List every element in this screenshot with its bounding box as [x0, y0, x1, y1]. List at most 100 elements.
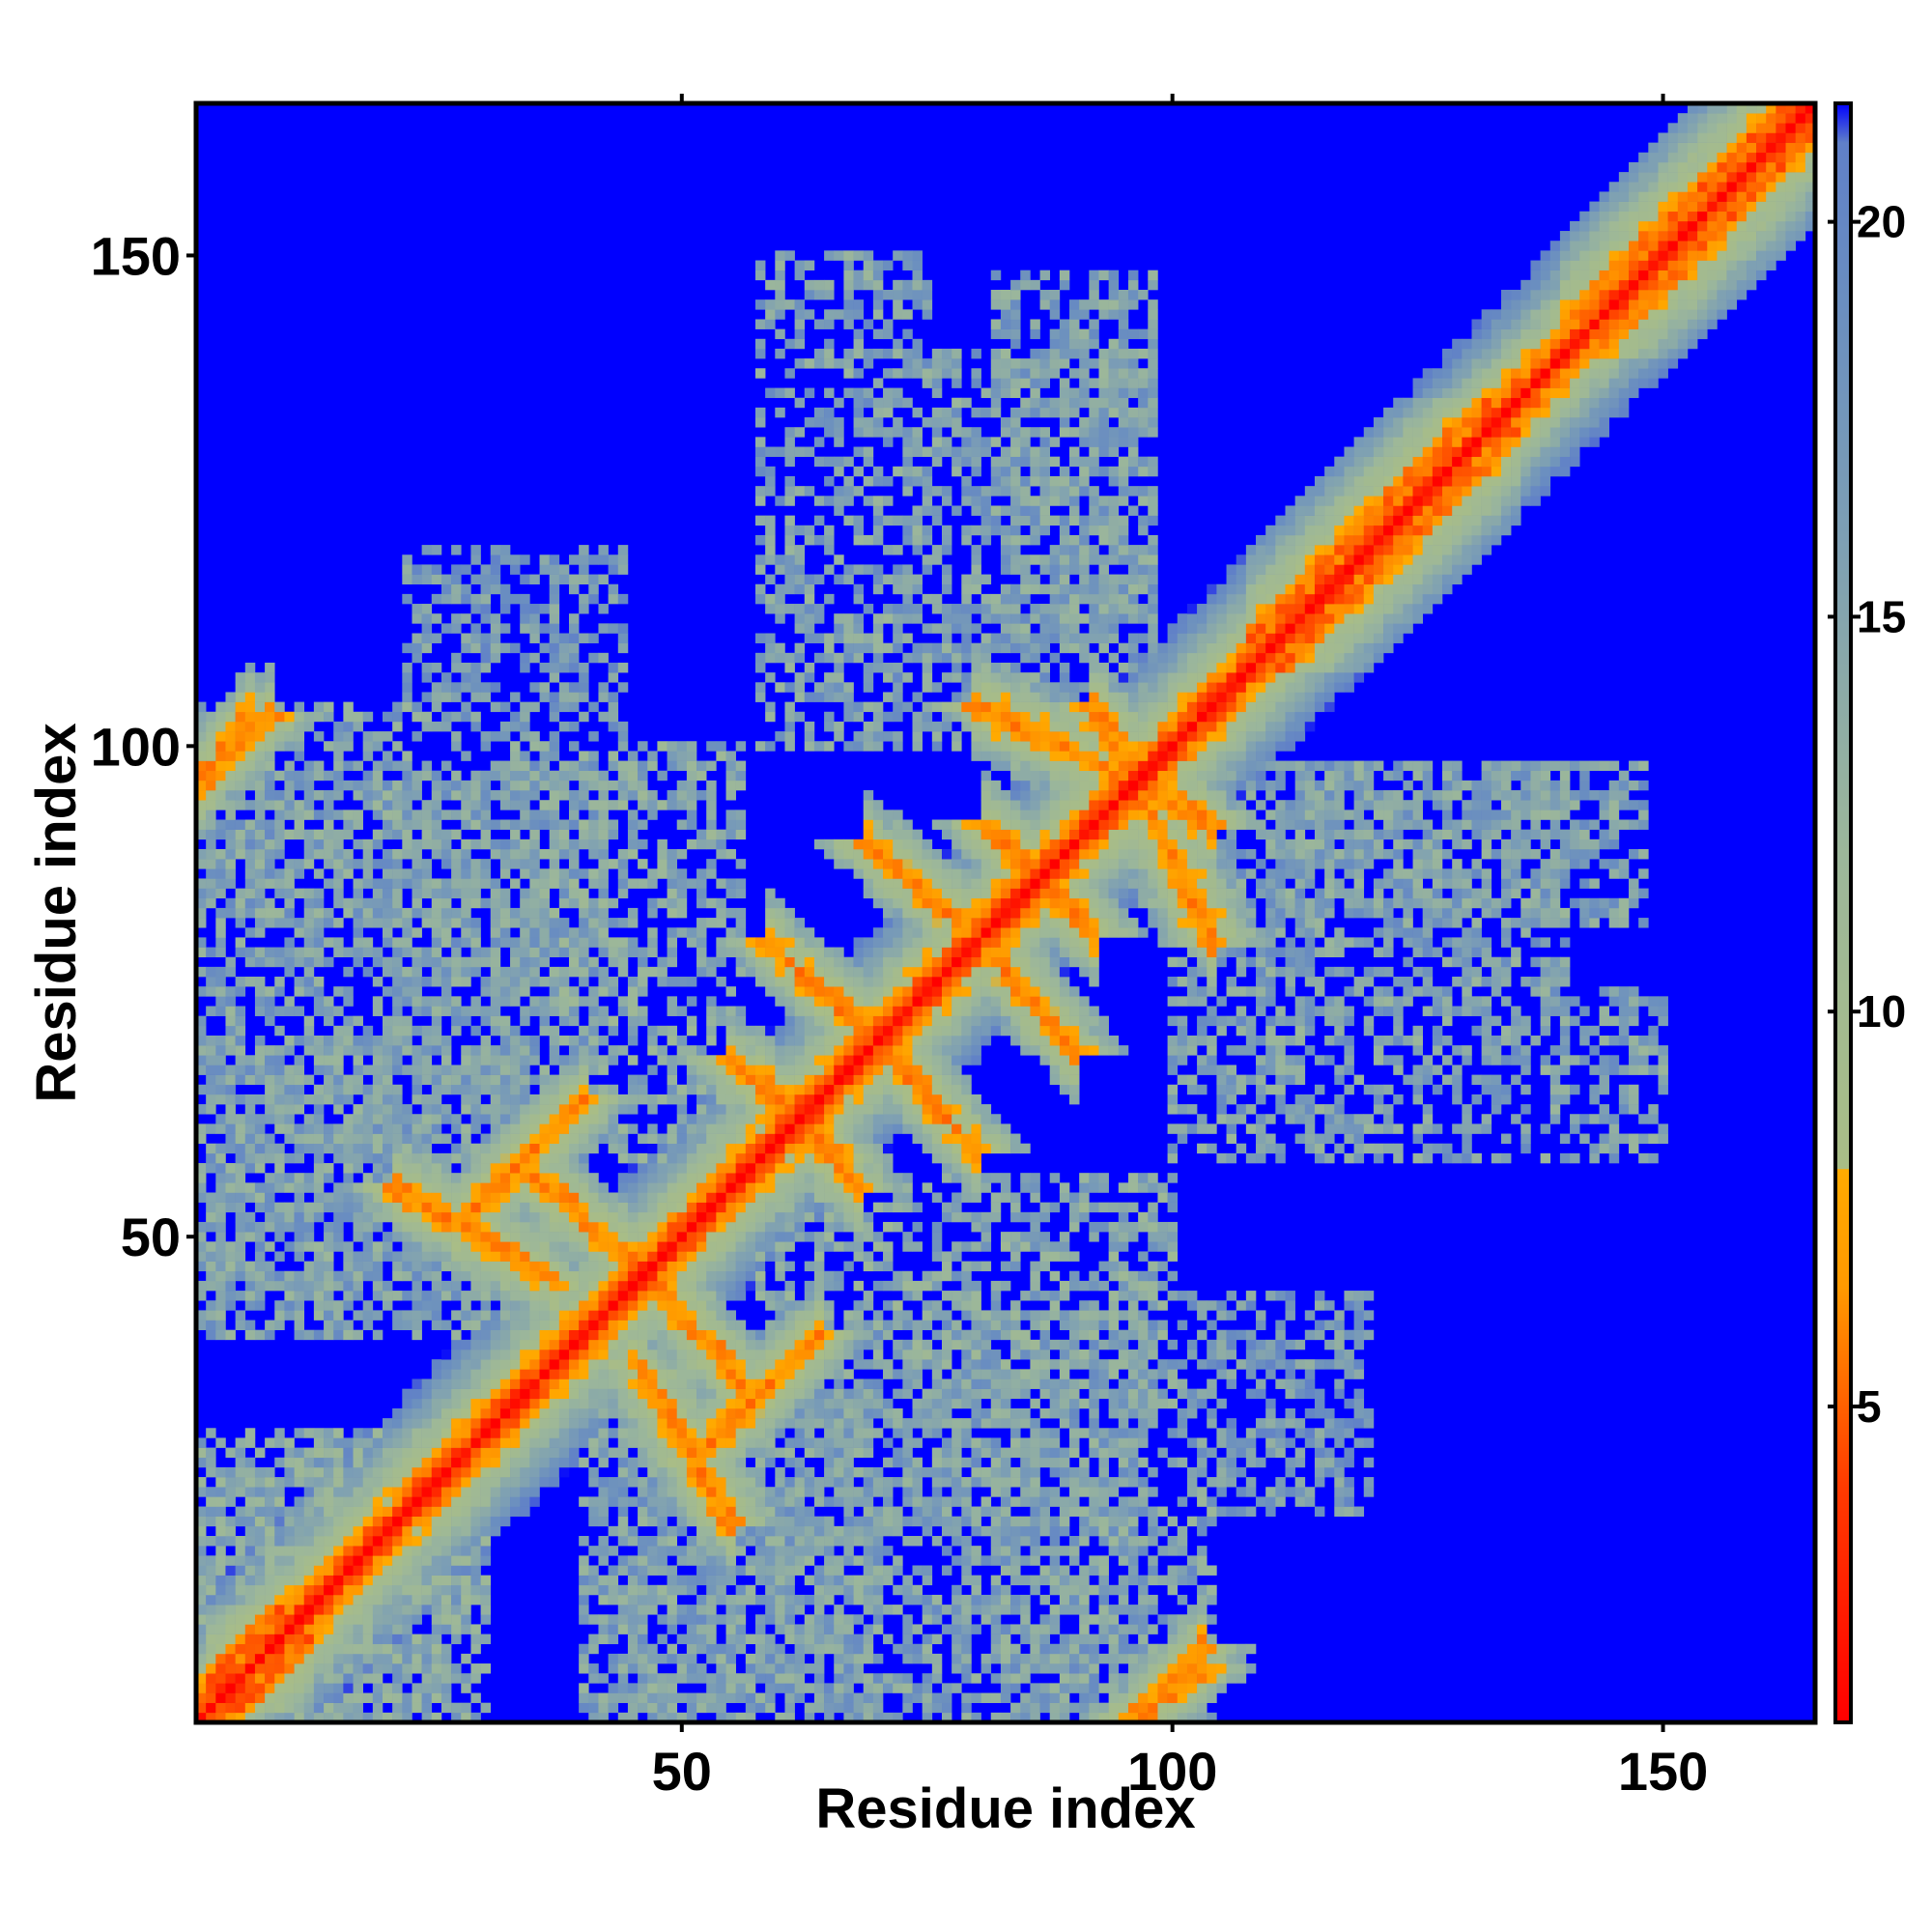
heatmap-cell	[470, 1634, 481, 1645]
heatmap-cell	[706, 1261, 717, 1272]
heatmap-cell	[303, 1605, 315, 1615]
heatmap-cell	[598, 1359, 609, 1370]
heatmap-cell	[754, 1506, 766, 1517]
heatmap-cell	[686, 1555, 697, 1566]
heatmap-cell	[745, 1025, 756, 1037]
heatmap-cell	[451, 780, 462, 791]
heatmap-cell	[725, 1143, 736, 1154]
heatmap-cell	[510, 996, 521, 1007]
heatmap-cell	[716, 1104, 726, 1115]
heatmap-cell	[303, 986, 315, 997]
heatmap-cell	[206, 1496, 216, 1507]
heatmap-cell	[480, 1594, 492, 1605]
heatmap-cell	[392, 1614, 403, 1625]
heatmap-cell	[440, 996, 452, 1007]
heatmap-cell	[667, 1575, 678, 1586]
heatmap-cell	[353, 927, 363, 938]
heatmap-cell	[421, 564, 433, 575]
heatmap-cell	[765, 515, 776, 526]
heatmap-cell	[706, 1280, 717, 1292]
heatmap-cell	[461, 1594, 471, 1605]
heatmap-cell	[539, 800, 550, 810]
heatmap-cell	[765, 1683, 776, 1693]
heatmap-cell	[265, 701, 275, 713]
heatmap-cell	[235, 1712, 246, 1723]
heatmap-cell	[735, 947, 747, 958]
heatmap-cell	[480, 1329, 492, 1341]
heatmap-cell	[716, 1339, 726, 1350]
heatmap-cell	[303, 810, 315, 820]
heatmap-cell	[568, 819, 580, 830]
heatmap-cell	[579, 1565, 589, 1576]
heatmap-cell	[754, 260, 766, 270]
heatmap-cell	[520, 907, 530, 919]
heatmap-cell	[686, 1643, 697, 1655]
heatmap-cell	[617, 1270, 629, 1282]
heatmap-cell	[617, 937, 629, 948]
heatmap-cell	[745, 937, 756, 948]
heatmap-cell	[196, 1241, 207, 1252]
heatmap-cell	[490, 1221, 501, 1233]
heatmap-cell	[765, 711, 776, 723]
heatmap-cell	[598, 652, 609, 664]
heatmap-cell	[549, 1182, 560, 1193]
heatmap-cell	[362, 1594, 374, 1605]
heatmap-cell	[294, 1673, 305, 1684]
heatmap-cell	[510, 1359, 521, 1370]
heatmap-cell	[617, 1624, 629, 1634]
heatmap-cell	[686, 1692, 697, 1703]
heatmap-cell	[617, 1496, 629, 1507]
heatmap-cell	[765, 1163, 776, 1174]
heatmap-cell	[539, 1173, 550, 1183]
heatmap-cell	[520, 701, 530, 713]
heatmap-cell	[206, 1516, 216, 1527]
heatmap-cell	[343, 1437, 354, 1448]
heatmap-cell	[362, 1457, 374, 1468]
heatmap-cell	[412, 1398, 422, 1409]
heatmap-cell	[686, 1251, 697, 1262]
heatmap-cell	[392, 996, 403, 1007]
heatmap-cell	[716, 1163, 726, 1174]
heatmap-cell	[451, 1516, 462, 1527]
heatmap-cell	[735, 1221, 747, 1233]
heatmap-cell	[343, 1673, 354, 1684]
heatmap-cell	[627, 1104, 639, 1115]
heatmap-cell	[382, 1084, 393, 1095]
heatmap-cell	[638, 1388, 648, 1400]
heatmap-cell	[392, 1035, 403, 1046]
heatmap-cell	[725, 1624, 736, 1634]
heatmap-cell	[353, 1163, 363, 1174]
heatmap-cell	[470, 838, 481, 850]
heatmap-cell	[520, 1428, 530, 1438]
heatmap-cell	[353, 1182, 363, 1193]
heatmap-cell	[696, 1378, 707, 1389]
heatmap-cell	[784, 1692, 795, 1703]
heatmap-cell	[775, 1045, 785, 1056]
heatmap-cell	[274, 838, 285, 850]
heatmap-cell	[520, 838, 530, 850]
heatmap-cell	[499, 604, 511, 614]
heatmap-cell	[579, 868, 589, 879]
heatmap-cell	[461, 701, 471, 713]
heatmap-cell	[431, 1152, 442, 1164]
heatmap-cell	[735, 1270, 747, 1282]
heatmap-cell	[254, 770, 266, 781]
heatmap-cell	[343, 819, 354, 830]
heatmap-cell	[313, 996, 325, 1007]
heatmap-cell	[510, 1084, 521, 1095]
heatmap-cell	[754, 496, 766, 506]
heatmap-cell	[431, 1015, 442, 1027]
heatmap-cell	[638, 1094, 648, 1105]
heatmap-cell	[372, 1506, 384, 1517]
heatmap-cell	[490, 1055, 501, 1065]
heatmap-cell	[451, 1350, 462, 1360]
heatmap-cell	[754, 1594, 766, 1605]
heatmap-cell	[372, 1182, 384, 1193]
heatmap-cell	[274, 1496, 285, 1507]
heatmap-cell	[274, 848, 285, 860]
heatmap-cell	[579, 1584, 589, 1596]
heatmap-cell	[638, 1211, 648, 1223]
heatmap-cell	[313, 1173, 325, 1183]
heatmap-cell	[294, 1614, 305, 1625]
heatmap-cell	[754, 956, 766, 968]
